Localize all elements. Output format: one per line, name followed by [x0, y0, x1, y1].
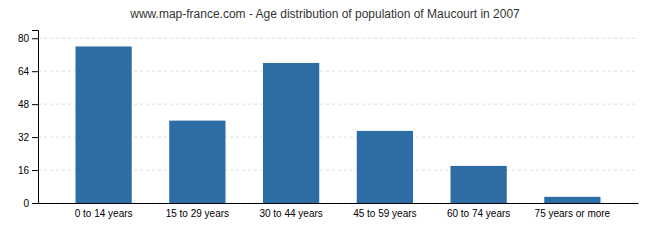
y-tick-label: 32 [18, 132, 30, 143]
y-tick-label: 64 [18, 66, 30, 77]
y-tick-mark [32, 71, 38, 72]
y-axis: 0 16 32 48 64 80 [18, 31, 39, 209]
y-tick-label: 16 [18, 165, 30, 176]
x-tick: 45 to 59 years [353, 208, 416, 219]
y-axis-line [32, 31, 39, 204]
bar [76, 46, 132, 203]
y-tick: 48 [18, 99, 38, 110]
y-tick-mark [32, 104, 38, 105]
x-tick: 15 to 29 years [166, 208, 229, 219]
x-tick: 60 to 74 years [447, 208, 510, 219]
x-tick: 0 to 14 years [75, 208, 133, 219]
y-tick-mark [32, 203, 38, 204]
y-tick: 0 [23, 198, 38, 209]
y-tick-label: 48 [18, 99, 30, 110]
y-tick: 32 [18, 132, 38, 143]
y-tick: 16 [18, 165, 38, 176]
y-tick-mark [32, 170, 38, 171]
y-tick: 80 [18, 33, 38, 44]
bars [76, 46, 601, 203]
y-tick-label: 80 [18, 33, 30, 44]
bar [357, 131, 413, 203]
plot: 0 16 32 48 64 80 0 to 14 years 15 to 29 years 30… [18, 31, 639, 220]
x-tick-label: 0 to 14 years [75, 208, 133, 219]
y-tick: 64 [18, 66, 38, 77]
x-tick-label: 15 to 29 years [166, 208, 229, 219]
x-tick: 75 years or more [535, 208, 611, 219]
x-axis: 0 to 14 years 15 to 29 years 30 to 44 year… [39, 204, 639, 220]
grid [38, 38, 638, 203]
chart-container: 0 16 32 48 64 80 0 to 14 years 15 to 29 years 30… [0, 0, 650, 229]
grid-line [38, 38, 638, 39]
title: www.map-france.com - Age distribution of… [129, 7, 520, 21]
x-tick-label: 75 years or more [535, 208, 611, 219]
x-tick-label: 60 to 74 years [447, 208, 510, 219]
bar [544, 197, 600, 203]
bar [263, 63, 319, 203]
x-axis-line [39, 203, 639, 204]
y-tick-mark [32, 137, 38, 138]
chart-svg: 0 16 32 48 64 80 0 to 14 years 15 to 29 years 30… [0, 0, 650, 229]
y-tick-label: 0 [23, 198, 29, 209]
x-tick-label: 45 to 59 years [353, 208, 416, 219]
x-tick: 30 to 44 years [259, 208, 322, 219]
y-tick-mark [32, 38, 38, 39]
bar [451, 166, 507, 203]
bar [169, 121, 225, 203]
x-tick-label: 30 to 44 years [259, 208, 322, 219]
